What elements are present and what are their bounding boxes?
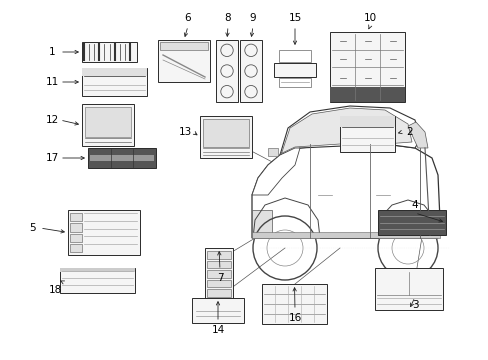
Polygon shape (280, 108, 411, 154)
Text: 14: 14 (211, 325, 224, 335)
Bar (206, 261, 230, 268)
Bar (206, 270, 230, 278)
Bar (192, 298, 244, 323)
Text: 12: 12 (45, 115, 59, 125)
Polygon shape (407, 122, 427, 148)
Polygon shape (251, 144, 439, 238)
Bar (339, 116, 394, 152)
Bar (374, 268, 442, 310)
Bar (82, 42, 137, 62)
Bar (267, 148, 278, 156)
Bar (329, 87, 404, 102)
Bar (85, 107, 131, 137)
Bar (377, 210, 445, 235)
Bar (158, 40, 209, 82)
Bar (60, 268, 135, 272)
Bar (339, 116, 394, 127)
Bar (240, 40, 262, 102)
Bar (206, 251, 230, 258)
Bar (90, 155, 154, 161)
Bar (160, 42, 207, 50)
Text: 17: 17 (45, 153, 59, 163)
Bar (70, 244, 82, 252)
Text: 1: 1 (49, 47, 55, 57)
Text: 18: 18 (48, 285, 61, 295)
Bar (70, 234, 82, 242)
Text: 13: 13 (178, 127, 191, 137)
Text: 8: 8 (224, 13, 231, 23)
Polygon shape (280, 106, 419, 155)
Bar (88, 148, 156, 168)
Text: 10: 10 (363, 13, 376, 23)
Bar (329, 32, 404, 102)
Bar (278, 78, 310, 87)
Text: 7: 7 (216, 273, 223, 283)
Bar (274, 63, 315, 77)
Bar (82, 68, 147, 96)
Bar (68, 210, 140, 255)
Text: 6: 6 (184, 13, 191, 23)
Bar (200, 116, 251, 158)
Bar (204, 248, 232, 300)
Bar (278, 50, 310, 62)
Bar (206, 280, 230, 287)
Bar (203, 119, 248, 147)
Text: 15: 15 (288, 13, 301, 23)
Text: 3: 3 (411, 300, 417, 310)
Bar (206, 289, 230, 297)
Bar (60, 268, 135, 293)
Bar (251, 232, 439, 238)
Bar (70, 213, 82, 221)
Bar (82, 104, 134, 146)
Text: 11: 11 (45, 77, 59, 87)
Bar (70, 223, 82, 231)
Text: 16: 16 (288, 313, 301, 323)
Polygon shape (251, 148, 299, 195)
Bar (82, 68, 147, 76)
Text: 5: 5 (29, 223, 35, 233)
Text: 4: 4 (411, 200, 417, 210)
Bar (251, 210, 271, 238)
Bar (262, 284, 326, 324)
Text: 9: 9 (249, 13, 256, 23)
Text: 2: 2 (406, 127, 412, 137)
Bar (216, 40, 238, 102)
